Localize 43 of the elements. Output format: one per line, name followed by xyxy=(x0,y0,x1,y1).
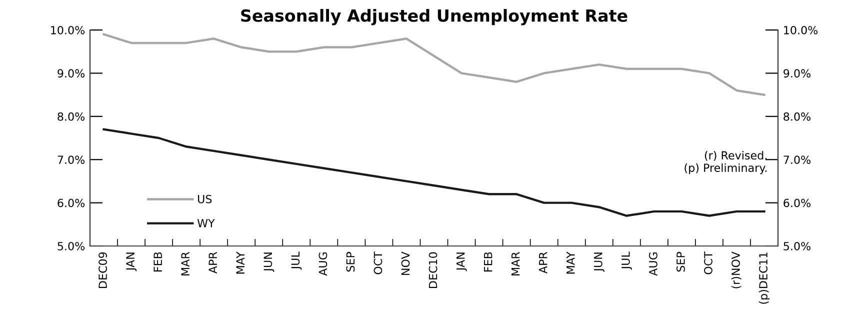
y2-tick-label: 8.0% xyxy=(784,112,810,121)
annotation: (r) Revised. (p) Preliminary. xyxy=(684,150,766,174)
x-tick-label: SEP xyxy=(676,252,685,272)
y-tick-label: 5.0% xyxy=(58,242,85,250)
x-tick-label: DEC09 xyxy=(98,252,107,288)
x-tick-label: NOV xyxy=(401,252,410,275)
x-tick-label: OCT xyxy=(704,252,712,274)
legend-label: US xyxy=(198,194,212,204)
y2-tick-label: 7.0% xyxy=(784,156,810,164)
x-tick-label: JAN xyxy=(456,252,467,272)
y-tick-label: 10.0% xyxy=(51,26,85,34)
chart-title: Seasonally Adjusted Unemployment Rate xyxy=(241,9,628,26)
y2-tick-label: 9.0% xyxy=(784,69,810,78)
x-tick-label: FEB xyxy=(484,252,492,272)
line-series xyxy=(102,33,766,96)
x-tick-label: APR xyxy=(539,252,548,274)
x-tick-label: DEC10 xyxy=(428,252,438,288)
x-tick-label: SEP xyxy=(346,252,355,272)
x-tick-label: (r)NOV xyxy=(731,252,742,288)
y-tick-label: 9.0% xyxy=(58,69,85,78)
x-tick-label: OCT xyxy=(374,252,382,274)
x-tick-label: (p)DEC11 xyxy=(758,252,770,304)
line-series xyxy=(102,128,766,217)
x-tick-label: MAR xyxy=(512,252,520,276)
y2-tick-label: 10.0% xyxy=(784,26,818,34)
x-tick-label: FEB xyxy=(154,252,162,272)
x-tick-label: MAR xyxy=(181,252,190,276)
x-tick-label: APR xyxy=(208,252,217,274)
x-tick-label: AUG xyxy=(318,252,328,276)
y2-tick-label: 6.0% xyxy=(784,198,810,208)
x-tick-label: JUN xyxy=(264,252,274,272)
y-tick-label: 8.0% xyxy=(58,112,85,121)
x-tick-label: JUN xyxy=(594,252,604,272)
x-tick-label: MAY xyxy=(566,252,575,274)
y2-tick-label: 5.0% xyxy=(784,242,810,250)
x-tick-label: JUL xyxy=(291,252,302,270)
x-tick-label: AUG xyxy=(648,252,658,276)
x-tick-label: MAY xyxy=(236,252,244,274)
y-tick-label: 6.0% xyxy=(58,198,85,208)
x-tick-label: JAN xyxy=(126,252,137,272)
x-tick-label: JUL xyxy=(622,252,632,270)
legend-label: WY xyxy=(197,219,215,228)
y-tick-label: 7.0% xyxy=(58,156,85,164)
